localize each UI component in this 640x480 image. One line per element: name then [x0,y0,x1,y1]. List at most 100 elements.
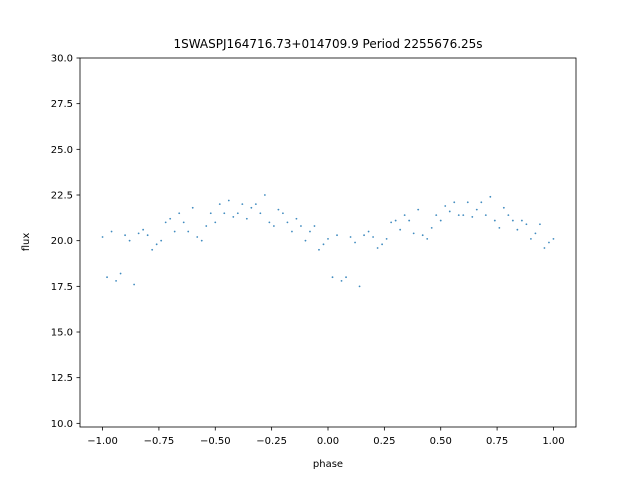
x-tick-label: −0.75 [144,436,175,447]
data-point [539,223,541,226]
data-point [101,236,104,238]
x-tick-label: −1.00 [87,436,118,447]
data-points [101,194,555,288]
data-point [507,214,510,217]
data-point [119,272,122,275]
data-point [475,208,478,211]
data-point [489,195,492,198]
data-point [232,216,235,218]
data-point [376,247,379,249]
data-point [313,225,316,227]
data-point [498,226,501,229]
data-point [484,214,487,217]
data-point [169,217,172,220]
data-point [133,283,136,286]
data-point [435,214,438,217]
data-point [236,212,239,215]
data-point [516,228,519,231]
y-tick-label: 20.0 [51,236,73,247]
x-tick-label: 0.75 [486,436,508,447]
data-point [457,214,460,217]
chart-title: 1SWASPJ164716.73+014709.9 Period 2255676… [173,37,482,51]
data-point [421,234,424,237]
data-point [196,236,199,238]
y-tick-label: 12.5 [51,373,73,384]
data-point [272,225,275,227]
x-tick-label: −0.25 [256,436,287,447]
data-point [327,237,329,240]
data-point [552,237,555,240]
y-tick-label: 27.5 [51,99,73,110]
data-point [502,206,505,209]
data-point [367,230,370,233]
data-point [493,219,496,222]
data-point [372,236,374,238]
data-point [345,276,347,279]
data-point [254,203,257,206]
data-point [259,212,262,215]
data-point [403,214,406,217]
data-point [340,279,343,282]
data-point [214,221,217,224]
x-tick-label: 0.50 [430,436,452,447]
data-point [282,212,284,215]
data-point [227,199,230,202]
data-point [318,248,320,251]
data-point [151,248,154,251]
data-point [530,237,532,240]
data-point [390,221,393,224]
data-point [191,206,194,209]
data-point [155,243,158,246]
data-point [453,201,456,204]
data-point [142,228,145,231]
data-point [218,203,221,206]
x-tick-label: −0.50 [200,436,231,447]
data-point [300,225,302,227]
data-point [309,230,311,233]
data-point [115,279,117,282]
data-point [534,232,537,235]
data-point [106,276,108,279]
y-tick-label: 25.0 [51,145,73,156]
data-point [336,234,338,237]
x-tick-label: 0.25 [373,436,395,447]
x-tick-label: 0.00 [317,436,339,447]
data-point [245,217,248,220]
data-point [200,239,203,242]
data-point [349,236,352,238]
data-point [399,228,402,231]
data-point [439,219,442,222]
data-point [110,230,113,233]
data-point [124,234,126,237]
data-point [178,212,181,215]
data-point [363,234,365,237]
data-point [525,223,528,226]
y-tick-label: 15.0 [51,328,73,339]
data-point [164,221,167,224]
data-point [520,219,523,222]
data-point [160,239,163,242]
data-point [385,237,388,240]
data-point [146,234,149,237]
data-point [295,217,298,220]
data-point [241,203,244,206]
data-point [548,241,550,244]
data-point [381,243,384,246]
data-point [417,208,420,211]
y-tick-label: 30.0 [51,54,73,65]
data-point [250,206,253,209]
data-point [354,241,356,244]
data-point [291,230,293,233]
data-point [223,212,226,215]
y-tick-label: 17.5 [51,282,73,293]
data-point [322,243,325,246]
data-point [358,285,361,288]
data-point [462,214,465,217]
data-point [331,276,334,279]
x-tick-label: 1.00 [542,436,564,447]
data-point [543,247,546,249]
y-axis: 10.0 12.5 15.0 17.5 20.0 22.5 25.0 27.5 30.0 [51,54,80,430]
data-point [444,205,447,207]
data-point [408,219,411,222]
